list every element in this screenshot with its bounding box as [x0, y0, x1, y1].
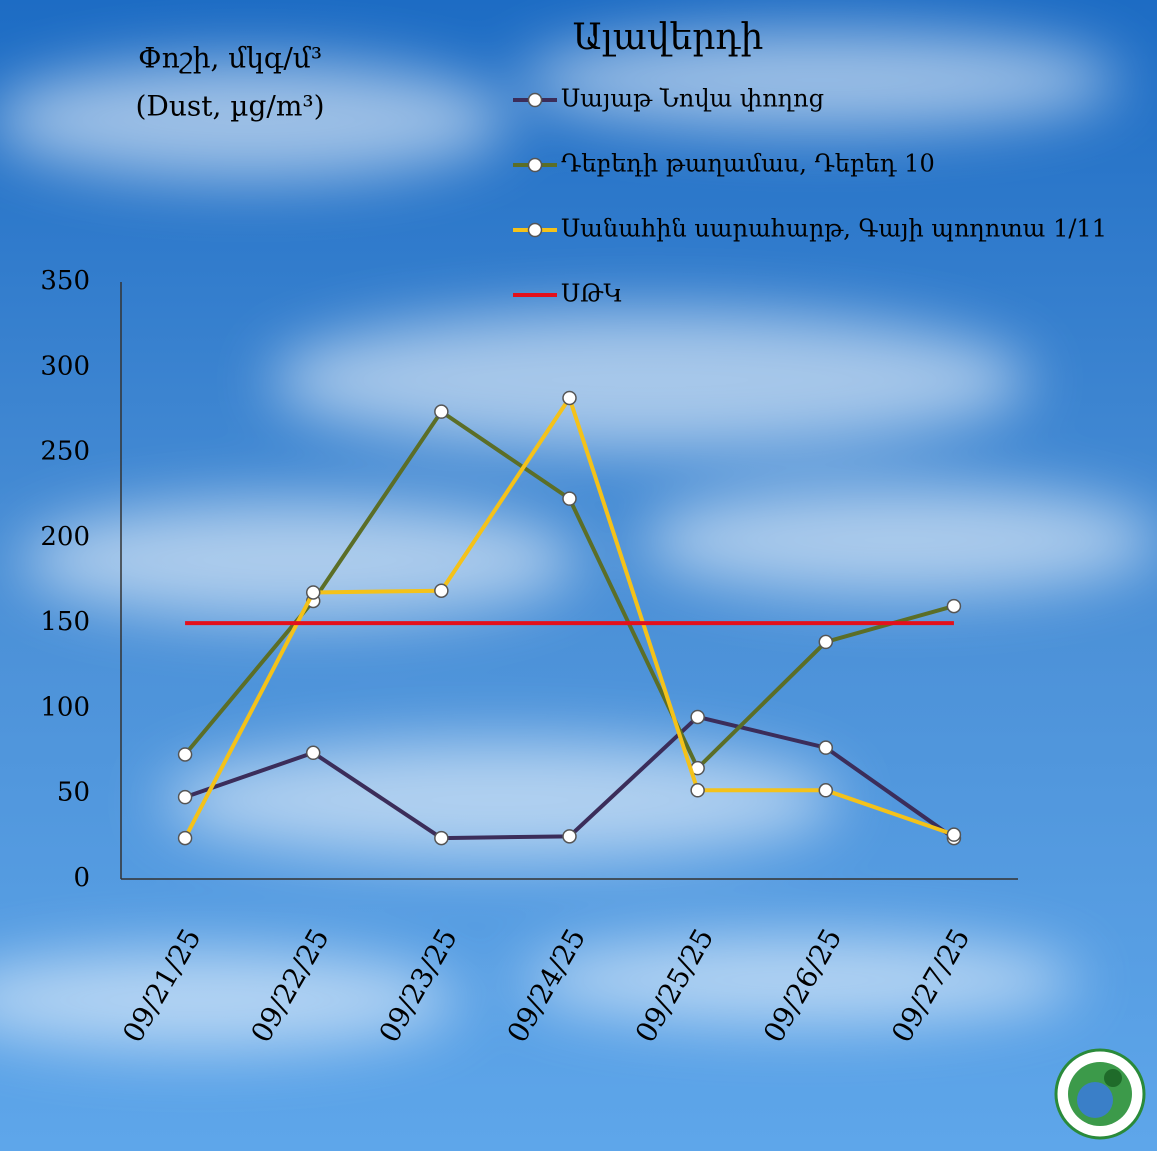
point: [305, 745, 321, 761]
point: [818, 783, 834, 798]
y-axis-label: Փոշի, մկգ/մ³: [138, 42, 322, 75]
point: [946, 827, 962, 842]
point: [177, 747, 193, 762]
point: [818, 740, 834, 755]
legend-label: Դեբեդի թաղամաս, Դեբեդ 10: [561, 150, 935, 178]
legend-marker: [527, 222, 543, 238]
y-tick-label: 300: [40, 351, 90, 381]
clouds: [0, 30, 1157, 1050]
y-tick-label: 200: [40, 522, 90, 552]
point: [434, 404, 449, 419]
y-axis-label: (Dust, µg/m³): [135, 90, 324, 123]
point: [946, 598, 962, 614]
point: [434, 583, 449, 598]
logo: [1054, 1048, 1146, 1140]
point: [177, 830, 193, 846]
legend-marker: [527, 157, 543, 173]
chart-title: Ալավերդի: [573, 17, 764, 58]
point: [818, 634, 834, 650]
point: [177, 789, 193, 805]
legend-label: Սայաթ Նովա փողոց: [561, 85, 824, 113]
point: [562, 829, 577, 844]
y-tick-label: 250: [40, 437, 90, 467]
legend-marker: [527, 92, 543, 108]
point: [434, 830, 449, 846]
point: [690, 783, 705, 798]
y-tick-label: 100: [40, 692, 90, 722]
y-tick-label: 0: [73, 863, 90, 893]
y-tick-label: 350: [40, 266, 90, 296]
point: [562, 390, 577, 406]
legend-label: ՍԹԿ: [561, 280, 623, 308]
legend-label: Սանահին սարահարթ, Գայի պողոտա 1/11: [561, 215, 1107, 243]
y-tick-label: 50: [57, 778, 90, 808]
y-tick-label: 150: [40, 607, 90, 637]
point: [690, 709, 705, 725]
point: [562, 491, 577, 506]
point: [305, 585, 321, 600]
